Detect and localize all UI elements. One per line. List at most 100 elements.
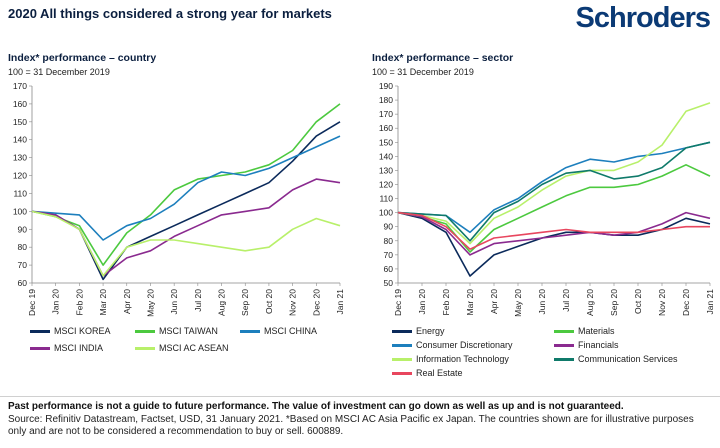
- country-x-tick-label: May 20: [145, 289, 155, 317]
- legend-item: MSCI AC ASEAN: [135, 343, 229, 353]
- sector-x-tick-label: Dec 19: [393, 289, 403, 316]
- sector-x-tick-label: Aug 20: [585, 289, 595, 316]
- legend-swatch: [392, 343, 412, 347]
- legend-label: MSCI TAIWAN: [159, 326, 218, 336]
- sector-y-tick-label: 150: [379, 137, 393, 147]
- country-x-tick-label: Mar 20: [98, 289, 108, 316]
- legend-label: Consumer Discretionary: [416, 340, 513, 350]
- legend-item: MSCI KOREA: [30, 326, 111, 336]
- sector-y-tick-label: 170: [379, 109, 393, 119]
- legend-label: Energy: [416, 326, 445, 336]
- sector-x-tick-label: Sep 20: [609, 289, 619, 316]
- sector-x-tick-label: Jul 20: [561, 289, 571, 312]
- country-x-tick-label: Sep 20: [240, 289, 250, 316]
- country-x-tick-label: Jan 21: [335, 289, 345, 315]
- country-chart-title: Index* performance – country: [8, 52, 157, 64]
- sector-x-tick-label: Nov 20: [657, 289, 667, 316]
- legend-label: MSCI KOREA: [54, 326, 111, 336]
- legend-item: Real Estate: [392, 368, 463, 378]
- country-y-tick-label: 110: [13, 188, 27, 198]
- country-y-tick-label: 80: [18, 242, 28, 252]
- sector-x-tick-label: Jan 20: [417, 289, 427, 315]
- legend-swatch: [392, 371, 412, 375]
- country-x-tick-label: Aug 20: [217, 289, 227, 316]
- legend-label: Information Technology: [416, 354, 509, 364]
- legend-label: Materials: [578, 326, 615, 336]
- sector-y-tick-label: 80: [384, 236, 394, 246]
- country-x-tick-label: Dec 19: [27, 289, 37, 316]
- country-x-tick-label: Jun 20: [169, 289, 179, 315]
- legend-label: Financials: [578, 340, 619, 350]
- country-x-tick-label: Apr 20: [122, 289, 132, 314]
- legend-swatch: [392, 357, 412, 361]
- legend-swatch: [30, 346, 50, 350]
- sector-x-tick-label: May 20: [513, 289, 523, 317]
- legend-swatch: [135, 329, 155, 333]
- legend-swatch: [30, 329, 50, 333]
- sector-x-tick-label: Apr 20: [489, 289, 499, 314]
- legend-label: MSCI CHINA: [264, 326, 318, 336]
- page-title: 2020 All things considered a strong year…: [8, 6, 332, 21]
- sector-y-tick-label: 180: [379, 95, 393, 105]
- legend-item: Financials: [554, 340, 619, 350]
- legend-item: MSCI CHINA: [240, 326, 317, 336]
- country-series-msci-china: [31, 135, 341, 241]
- legend-label: Real Estate: [416, 368, 463, 378]
- country-x-tick-label: Oct 20: [264, 289, 274, 314]
- legend-item: Consumer Discretionary: [392, 340, 513, 350]
- country-series-msci-korea: [31, 121, 341, 281]
- sector-y-tick-label: 60: [384, 264, 394, 274]
- legend-item: Information Technology: [392, 354, 509, 364]
- footer: Past performance is not a guide to futur…: [8, 401, 714, 439]
- sector-y-tick-label: 50: [384, 278, 394, 288]
- legend-swatch: [392, 329, 412, 333]
- country-y-tick-label: 60: [18, 278, 28, 288]
- legend-swatch: [554, 357, 574, 361]
- country-x-tick-label: Dec 20: [311, 289, 321, 316]
- country-y-tick-label: 130: [13, 153, 27, 163]
- legend-swatch: [554, 343, 574, 347]
- sector-series-real-estate: [397, 211, 710, 250]
- sector-series-information-technology: [397, 102, 711, 245]
- sector-y-tick-label: 130: [379, 165, 393, 175]
- legend-label: Communication Services: [578, 354, 678, 364]
- sector-x-tick-label: Jan 21: [705, 289, 715, 315]
- sector-y-tick-label: 120: [379, 180, 393, 190]
- sector-chart-subtitle: 100 = 31 December 2019: [372, 67, 474, 77]
- legend-label: MSCI INDIA: [54, 343, 104, 353]
- sector-y-tick-label: 90: [384, 222, 394, 232]
- country-y-tick-label: 150: [13, 117, 27, 127]
- sector-y-tick-label: 140: [379, 151, 393, 161]
- country-x-tick-label: Jan 20: [51, 289, 61, 315]
- sector-x-tick-label: Dec 20: [681, 289, 691, 316]
- sector-chart-title: Index* performance – sector: [372, 52, 514, 64]
- legend-item: MSCI TAIWAN: [135, 326, 218, 336]
- sector-x-tick-label: Oct 20: [633, 289, 643, 314]
- sector-y-tick-label: 160: [379, 123, 393, 133]
- country-x-tick-label: Nov 20: [288, 289, 298, 316]
- legend-label: MSCI AC ASEAN: [159, 343, 229, 353]
- sector-y-tick-label: 190: [379, 81, 393, 91]
- country-y-tick-label: 140: [13, 135, 27, 145]
- legend-item: MSCI INDIA: [30, 343, 103, 353]
- sector-series-financials: [397, 211, 711, 256]
- legend-swatch: [135, 346, 155, 350]
- sector-series-consumer-discretionary: [397, 141, 711, 234]
- sector-y-tick-label: 70: [384, 250, 394, 260]
- country-series-msci-taiwan: [31, 103, 341, 266]
- country-y-tick-label: 170: [13, 81, 27, 91]
- sector-series-materials: [397, 164, 711, 253]
- legend-item: Energy: [392, 326, 445, 336]
- sector-x-tick-label: Mar 20: [465, 289, 475, 316]
- legend-swatch: [240, 329, 260, 333]
- sector-x-tick-label: Jun 20: [537, 289, 547, 315]
- footer-disclaimer: Past performance is not a guide to futur…: [8, 401, 624, 412]
- footer-source: Source: Refinitiv Datastream, Factset, U…: [8, 413, 694, 438]
- brand-logo: Schroders: [575, 2, 711, 34]
- country-y-tick-label: 90: [18, 224, 28, 234]
- legend-item: Communication Services: [554, 354, 678, 364]
- country-y-tick-label: 160: [13, 99, 27, 109]
- country-y-tick-label: 70: [18, 260, 28, 270]
- country-x-tick-label: Jul 20: [193, 289, 203, 312]
